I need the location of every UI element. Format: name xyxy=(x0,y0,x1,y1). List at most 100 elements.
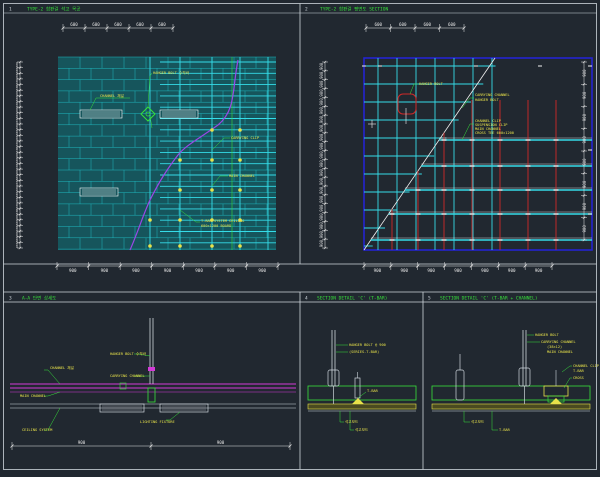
p5-note-1: HANGER BOLT xyxy=(535,333,560,337)
p2-dim-bottom-label: 900 xyxy=(535,268,543,273)
dimension-left-2: 9009009009009009009009009009009009009009… xyxy=(319,60,328,250)
sheet-frame xyxy=(3,3,597,470)
p1-dim-left-slash xyxy=(18,100,22,103)
p2-dim-left-label: 900 xyxy=(319,160,324,168)
p4-board xyxy=(307,403,417,410)
p1-dim-left-slash xyxy=(18,178,22,182)
p1-dim-left-label: 600 xyxy=(15,130,19,136)
panel-number-3: 3 xyxy=(9,296,12,302)
p2-dim-left-slash xyxy=(323,246,327,250)
p2-dim-left-slash xyxy=(323,202,327,206)
p3-note-5: CEILING SYSTEM xyxy=(22,428,53,432)
dimension-right-2: 900 900 900 900 900 900 900 900 xyxy=(581,60,587,242)
p1-dim-left-slash xyxy=(18,133,22,137)
dimension-top-2: 600 600 600 600 xyxy=(364,22,466,32)
p1-note-tbar-1: T-BAR SYSTEM CEILING xyxy=(201,219,244,223)
p1-dim-bottom-slash xyxy=(181,264,186,268)
p1-dim-left-label: 600 xyxy=(15,197,19,203)
p5-channel xyxy=(543,370,569,404)
panel-4-detail: HANGER BOLT @ 900 (SERIES-T-BAR) T-BAR 석… xyxy=(307,330,417,432)
p2-dim-bottom-label: 900 xyxy=(374,268,382,273)
p1-dim-left-slash xyxy=(18,116,22,120)
hanger-point xyxy=(238,188,242,192)
p5-slab xyxy=(431,385,591,401)
p2-dim-bottom-label: 900 xyxy=(400,268,408,273)
hanger-point xyxy=(238,158,242,162)
p2-dim-top-slash xyxy=(437,26,442,30)
p3-fixture-1 xyxy=(99,403,145,413)
p2-dim-left-label: 900 xyxy=(319,133,324,141)
p3-dim-bottom-slash xyxy=(10,444,14,448)
p2-dim-left-slash xyxy=(323,87,327,90)
p1-dim-left-label: 600 xyxy=(15,163,19,169)
p1-dim-left-slash xyxy=(18,184,22,188)
p2-dim-left-slash xyxy=(323,113,327,117)
p1-dim-bottom-label: 900 xyxy=(69,268,77,273)
p2-detail-marker xyxy=(368,93,417,128)
panel-title-4: 4 SECTION DETAIL 'C' (T-BAR) xyxy=(305,296,387,302)
dimension-bottom: 900 900 900 900 900 900 900 xyxy=(55,262,280,273)
p2-dim-left-slash xyxy=(323,220,327,223)
p1-dim-left-slash xyxy=(18,240,22,244)
p1-dim-left-slash xyxy=(18,145,22,148)
ceiling-grid xyxy=(149,57,276,250)
p3-hanger xyxy=(147,318,156,403)
boundary-curve xyxy=(129,59,239,251)
p2-dim-right-label: 900 xyxy=(582,91,587,99)
p1-dim-left-label: 600 xyxy=(15,90,19,96)
p1-dim-left-slash xyxy=(18,105,22,109)
p1-dim-left-label: 600 xyxy=(15,242,19,248)
p1-dim-left-slash xyxy=(18,229,22,233)
p2-dim-right-slash xyxy=(582,127,586,131)
p1-dim-top-label: 600 xyxy=(70,22,78,27)
p1-dim-left-label: 600 xyxy=(15,68,19,74)
p2-dim-left-label: 900 xyxy=(319,151,324,159)
p5-hanger-2 xyxy=(518,330,531,404)
p5-note-6: T-BAR xyxy=(573,369,585,373)
p3-dim-bottom-label: 900 xyxy=(217,440,225,445)
blue-frame xyxy=(363,57,593,251)
p2-dim-left-label: 900 xyxy=(319,231,324,239)
p5-note-3: (38×12) xyxy=(547,345,562,349)
p2-dim-top-label: 600 xyxy=(399,22,407,27)
p5-note-7: CROSS xyxy=(573,376,584,380)
hanger-point xyxy=(210,158,214,162)
p2-dim-right-slash xyxy=(582,238,586,242)
p1-dim-bottom-label: 900 xyxy=(164,268,172,273)
p1-dim-left-label: 600 xyxy=(15,208,19,214)
p2-leaders xyxy=(409,83,474,141)
hanger-point xyxy=(238,218,242,222)
p1-dim-left-label: 600 xyxy=(15,180,19,186)
p1-dim-left-slash xyxy=(18,224,22,227)
p5-leaders xyxy=(463,334,572,431)
panel-3-section: CHANNEL 채널 MAIN CHANNEL HANGER BOLT 수직바 … xyxy=(10,318,296,450)
p1-dim-left-slash xyxy=(18,83,22,86)
p4-note-5: 석고보드 xyxy=(355,427,369,432)
dimension-left: 6006006006006006006006006006006006006006… xyxy=(15,60,23,250)
p1-dim-left-slash xyxy=(18,207,22,210)
p2-dim-left-slash xyxy=(323,96,327,99)
p1-dim-left-slash xyxy=(18,150,22,154)
p1-dim-top-label: 600 xyxy=(114,22,122,27)
p2-dim-right-slash xyxy=(582,194,586,197)
p2-dim-bottom-label: 900 xyxy=(454,268,462,273)
p2-dim-left-slash xyxy=(323,237,327,241)
hanger-point xyxy=(238,244,242,248)
p1-dim-left-slash xyxy=(18,156,22,160)
p1-dim-left-slash xyxy=(18,218,22,222)
p2-dim-bottom-slash xyxy=(469,264,474,268)
p2-dim-bottom-slash xyxy=(550,264,554,268)
p1-dim-bottom-label: 900 xyxy=(101,268,109,273)
hanger-point xyxy=(148,218,152,222)
p1-dim-left-slash xyxy=(18,173,22,177)
p2-dim-right-label: 900 xyxy=(582,202,587,210)
p5-note-8: 석고보드 xyxy=(471,419,485,424)
p2-dim-right-label: 900 xyxy=(582,180,587,188)
p2-dim-left-slash xyxy=(323,184,327,188)
p1-dim-bottom-slash xyxy=(149,264,154,268)
p2-dim-left-label: 900 xyxy=(319,169,324,177)
p1-dim-left-label: 600 xyxy=(15,225,19,231)
p1-dim-top-label: 600 xyxy=(92,22,100,27)
